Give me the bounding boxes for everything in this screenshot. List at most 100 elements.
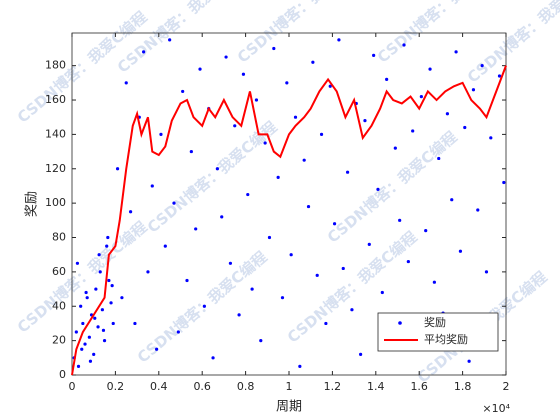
scatter-point bbox=[92, 352, 96, 356]
scatter-point bbox=[267, 235, 272, 240]
scatter-point bbox=[345, 170, 350, 174]
x-tick-label: 2 bbox=[503, 380, 510, 393]
average-line bbox=[71, 65, 507, 376]
scatter-point bbox=[74, 330, 78, 334]
scatter-point bbox=[228, 261, 233, 265]
scatter-point bbox=[467, 359, 471, 363]
scatter-point bbox=[128, 210, 133, 214]
legend-label: 奖励 bbox=[424, 315, 446, 329]
y-tick-label: 60 bbox=[52, 265, 66, 278]
scatter-point bbox=[419, 94, 423, 99]
scatter-point bbox=[319, 132, 324, 136]
x-axis-label: 周期 bbox=[276, 400, 302, 415]
scatter-point bbox=[106, 235, 110, 240]
scatter-point bbox=[83, 342, 87, 346]
scatter-point bbox=[111, 321, 115, 326]
scatter-point bbox=[280, 296, 285, 300]
scatter-point bbox=[150, 184, 154, 188]
watermark: CSDN博客：我爱C编程 bbox=[134, 248, 271, 367]
scatter-point bbox=[215, 167, 219, 171]
scatter-point bbox=[241, 72, 246, 76]
scatter-point bbox=[250, 287, 254, 291]
x-tick-label: 1.4 bbox=[367, 380, 385, 393]
scatter-point bbox=[101, 328, 106, 332]
scatter-point bbox=[341, 266, 345, 271]
scatter-point bbox=[93, 316, 97, 320]
y-tick-label: 20 bbox=[52, 334, 66, 347]
scatter-point bbox=[237, 313, 241, 317]
scatter-point bbox=[172, 201, 176, 205]
legend-box bbox=[377, 312, 499, 352]
scatter-point bbox=[285, 81, 289, 85]
x-tick-label: 0.8 bbox=[237, 380, 255, 393]
scatter-point bbox=[432, 280, 436, 284]
scatter-point bbox=[376, 187, 380, 191]
scatter-point bbox=[398, 218, 402, 222]
scatter-point bbox=[311, 60, 315, 64]
scatter-point bbox=[450, 198, 454, 202]
scatter-point bbox=[107, 278, 111, 283]
scatter-point bbox=[337, 38, 341, 42]
scatter-point bbox=[476, 208, 480, 212]
scatter-point bbox=[96, 325, 100, 329]
scatter-point bbox=[110, 284, 114, 288]
scatter-point bbox=[194, 227, 198, 231]
scatter-point bbox=[263, 141, 267, 145]
scatter-point bbox=[385, 77, 389, 82]
scatter-point bbox=[142, 50, 146, 54]
scatter-point bbox=[350, 308, 354, 312]
legend-symbol bbox=[398, 321, 402, 325]
scatter-point bbox=[380, 290, 384, 295]
y-tick-label: 180 bbox=[45, 59, 66, 72]
y-tick-label: 80 bbox=[52, 231, 66, 244]
scatter-point bbox=[185, 278, 189, 283]
scatter-point bbox=[402, 43, 406, 47]
scatter-point bbox=[211, 356, 215, 360]
scatter-point bbox=[298, 364, 302, 369]
scatter-point bbox=[75, 261, 80, 265]
scatter-point bbox=[363, 119, 367, 123]
scatter-point bbox=[406, 259, 410, 264]
scatter-point bbox=[181, 89, 185, 94]
x-tick-label: 0.6 bbox=[193, 380, 211, 393]
x-tick-label: 1.6 bbox=[410, 380, 428, 393]
watermark: CSDN博客：我爱C编程 bbox=[144, 118, 281, 237]
scatter-point bbox=[146, 270, 150, 274]
scatter-point bbox=[133, 321, 137, 326]
scatter-point bbox=[471, 88, 476, 92]
scatter-point bbox=[324, 321, 328, 326]
scatter-point bbox=[254, 98, 259, 102]
scatter-point bbox=[120, 296, 124, 300]
scatter-point bbox=[98, 270, 102, 274]
y-tick-label: 100 bbox=[45, 196, 66, 209]
scatter-point bbox=[189, 149, 193, 154]
x-tick-label: 1.2 bbox=[324, 380, 342, 393]
scatter-point bbox=[272, 46, 276, 51]
scatter-point bbox=[359, 352, 363, 356]
y-tick-label: 160 bbox=[45, 93, 66, 106]
scatter-point bbox=[198, 67, 202, 71]
scatter-point bbox=[497, 74, 502, 78]
scatter-point bbox=[85, 296, 89, 300]
scatter-point bbox=[367, 242, 371, 246]
scatter-point bbox=[306, 204, 311, 209]
scatter-point bbox=[445, 112, 450, 116]
scatter-point bbox=[293, 115, 298, 119]
legend-label: 平均奖励 bbox=[424, 332, 468, 346]
scatter-point bbox=[87, 335, 91, 339]
scatter-point bbox=[79, 304, 83, 308]
scatter-point bbox=[81, 321, 85, 326]
watermark: CSDN博客：我爱C编程 bbox=[464, 0, 560, 87]
scatter-point bbox=[332, 222, 337, 226]
scatter-point bbox=[84, 290, 88, 295]
scatter-point bbox=[88, 359, 93, 363]
y-tick-label: 140 bbox=[45, 127, 66, 140]
scatter-point bbox=[202, 304, 206, 308]
scatter-point bbox=[480, 64, 484, 68]
y-axis-label: 奖励 bbox=[25, 191, 40, 217]
scatter-point bbox=[124, 81, 128, 85]
scatter-point bbox=[372, 53, 376, 57]
scatter-point bbox=[411, 129, 415, 133]
scatter-point bbox=[105, 244, 109, 248]
